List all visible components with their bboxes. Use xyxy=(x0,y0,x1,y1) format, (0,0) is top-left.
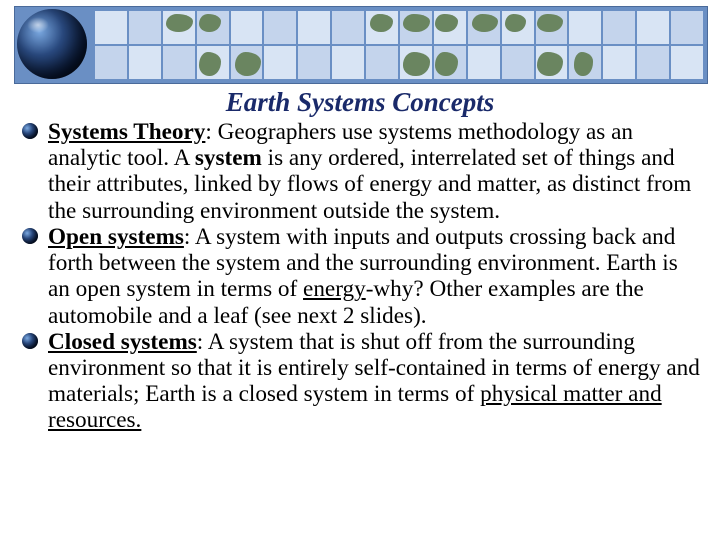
bullet-lead: Systems Theory xyxy=(48,119,205,145)
bullet-lead: Open systems xyxy=(48,224,184,250)
map-cell xyxy=(231,11,263,44)
continent-blob xyxy=(199,14,221,32)
bullet-list: Systems Theory: Geographers use systems … xyxy=(20,119,702,434)
map-cell xyxy=(197,46,229,79)
continent-blob xyxy=(472,14,498,32)
bullet-underline: energy xyxy=(303,276,366,302)
continent-blob xyxy=(537,14,562,32)
map-cell xyxy=(197,11,229,44)
map-cell xyxy=(400,46,432,79)
map-cell xyxy=(231,46,263,79)
bullet-lead: Closed systems xyxy=(48,329,197,355)
world-map-banner xyxy=(14,6,708,84)
map-cell xyxy=(298,11,330,44)
map-cell xyxy=(502,11,534,44)
map-cell xyxy=(536,11,568,44)
map-cell xyxy=(569,11,601,44)
map-cell xyxy=(95,11,127,44)
map-cell xyxy=(366,46,398,79)
map-cell xyxy=(95,46,127,79)
continent-blob xyxy=(435,14,457,32)
map-cell xyxy=(264,11,296,44)
map-cell xyxy=(434,11,466,44)
content-area: Systems Theory: Geographers use systems … xyxy=(0,119,720,434)
map-cell xyxy=(603,11,635,44)
map-cell xyxy=(332,11,364,44)
continent-blob xyxy=(505,14,526,32)
bullet-bold: system xyxy=(195,145,262,171)
page-title: Earth Systems Concepts xyxy=(0,87,720,118)
continent-blob xyxy=(370,14,394,32)
map-cell xyxy=(637,11,669,44)
map-cell xyxy=(163,11,195,44)
continent-blob xyxy=(199,52,221,76)
map-cell xyxy=(569,46,601,79)
map-cell xyxy=(298,46,330,79)
continent-blob xyxy=(574,52,594,76)
map-cell xyxy=(264,46,296,79)
map-cell xyxy=(400,11,432,44)
list-item: Systems Theory: Geographers use systems … xyxy=(20,119,702,224)
map-cell xyxy=(129,11,161,44)
continent-blob xyxy=(403,14,431,32)
map-cell xyxy=(129,46,161,79)
globe-icon xyxy=(17,9,87,79)
map-cell xyxy=(366,11,398,44)
map-grid xyxy=(95,11,703,79)
continent-blob xyxy=(235,52,261,76)
map-cell xyxy=(163,46,195,79)
continent-blob xyxy=(166,14,193,32)
map-cell xyxy=(332,46,364,79)
map-cell xyxy=(434,46,466,79)
continent-blob xyxy=(537,52,562,76)
continent-blob xyxy=(403,52,431,76)
map-cell xyxy=(468,46,500,79)
map-cell xyxy=(502,46,534,79)
map-cell xyxy=(637,46,669,79)
map-cell xyxy=(468,11,500,44)
map-cell xyxy=(536,46,568,79)
map-cell xyxy=(671,11,703,44)
list-item: Closed systems: A system that is shut of… xyxy=(20,329,702,434)
map-cell xyxy=(603,46,635,79)
map-cell xyxy=(671,46,703,79)
continent-blob xyxy=(435,52,457,76)
list-item: Open systems: A system with inputs and o… xyxy=(20,224,702,329)
